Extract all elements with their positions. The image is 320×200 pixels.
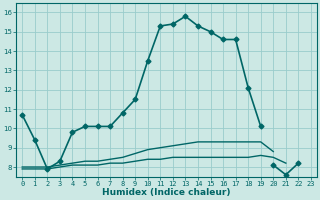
X-axis label: Humidex (Indice chaleur): Humidex (Indice chaleur) bbox=[102, 188, 231, 197]
